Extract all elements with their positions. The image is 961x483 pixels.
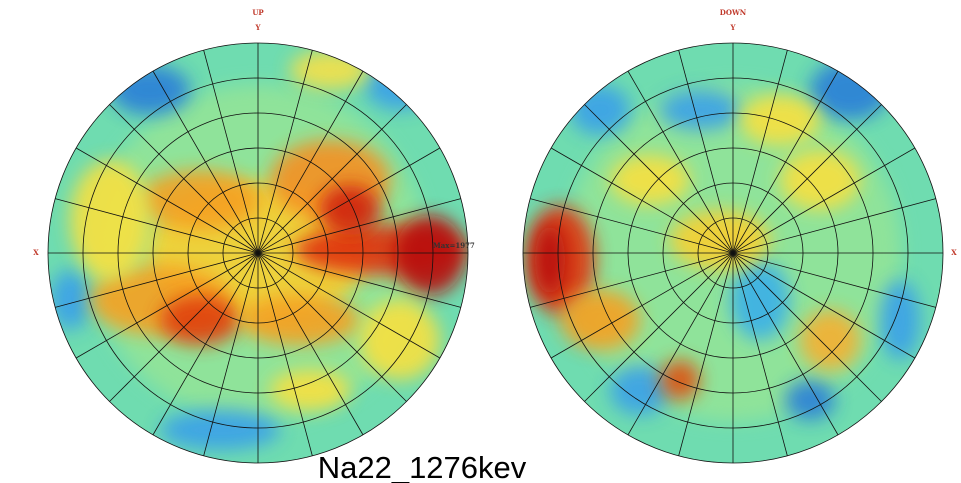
panel-title: UP (252, 8, 264, 17)
heat-blob (610, 155, 690, 205)
heat-blob (660, 90, 740, 130)
panel-title: DOWN (720, 8, 747, 17)
y-label: Y (255, 23, 262, 32)
heat-blob (160, 295, 240, 345)
heat-blob (780, 150, 860, 210)
heat-blob (365, 60, 435, 110)
heat-blob (740, 95, 820, 145)
heat-blob (160, 410, 280, 450)
annotation: Max=1977 (433, 241, 475, 250)
heat-blob (535, 225, 565, 295)
heat-blob (320, 185, 380, 235)
heat-blob (660, 360, 700, 400)
x-label: X (951, 248, 957, 257)
heat-blob (810, 60, 890, 120)
grid-spoke (55, 198, 461, 308)
heat-blob (560, 290, 640, 350)
heat-blob (610, 365, 670, 415)
x-label: X (33, 248, 39, 257)
grid-spoke (530, 198, 936, 308)
heat-blob (50, 270, 90, 330)
polar-grid (47, 42, 944, 464)
heat-blob (140, 170, 260, 230)
heat-blob (360, 300, 440, 380)
y-label: Y (730, 23, 737, 32)
heat-blob (270, 370, 350, 410)
caption: Na22_1276kev (318, 450, 527, 483)
heat-blob (240, 295, 360, 345)
heat-blob (880, 280, 920, 360)
heat-blob (70, 160, 150, 280)
heat-blob (800, 310, 860, 370)
heat-blob (785, 380, 835, 420)
heat-blob (395, 215, 465, 295)
